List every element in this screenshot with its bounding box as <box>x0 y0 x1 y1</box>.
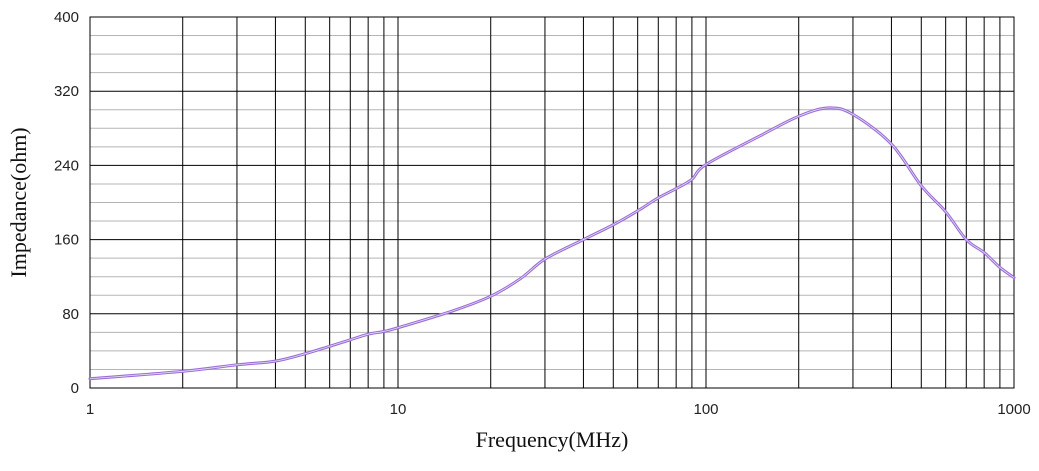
impedance-series-line <box>88 106 1016 381</box>
plot-area-border <box>89 16 1015 389</box>
x-tick-label: 10 <box>390 401 407 418</box>
impedance-series-highlight <box>89 107 1015 380</box>
y-tick-label: 400 <box>54 9 79 26</box>
y-tick-label: 80 <box>62 306 79 323</box>
y-tick-label: 160 <box>54 232 79 249</box>
y-axis-ticks: 0 80 160 240 320 400 <box>54 9 79 397</box>
y-tick-label: 320 <box>54 83 79 100</box>
x-tick-label: 1 <box>86 401 94 418</box>
series-group <box>88 106 1016 381</box>
x-axis-title: Frequency(MHz) <box>476 427 629 452</box>
x-axis-ticks: 1 10 100 1000 <box>86 401 1031 418</box>
x-tick-label: 1000 <box>997 401 1030 418</box>
grid <box>90 17 1014 388</box>
x-tick-label: 100 <box>693 401 718 418</box>
y-tick-label: 0 <box>71 380 79 397</box>
y-axis-title: Impedance(ohm) <box>6 127 31 277</box>
y-tick-label: 240 <box>54 157 79 174</box>
